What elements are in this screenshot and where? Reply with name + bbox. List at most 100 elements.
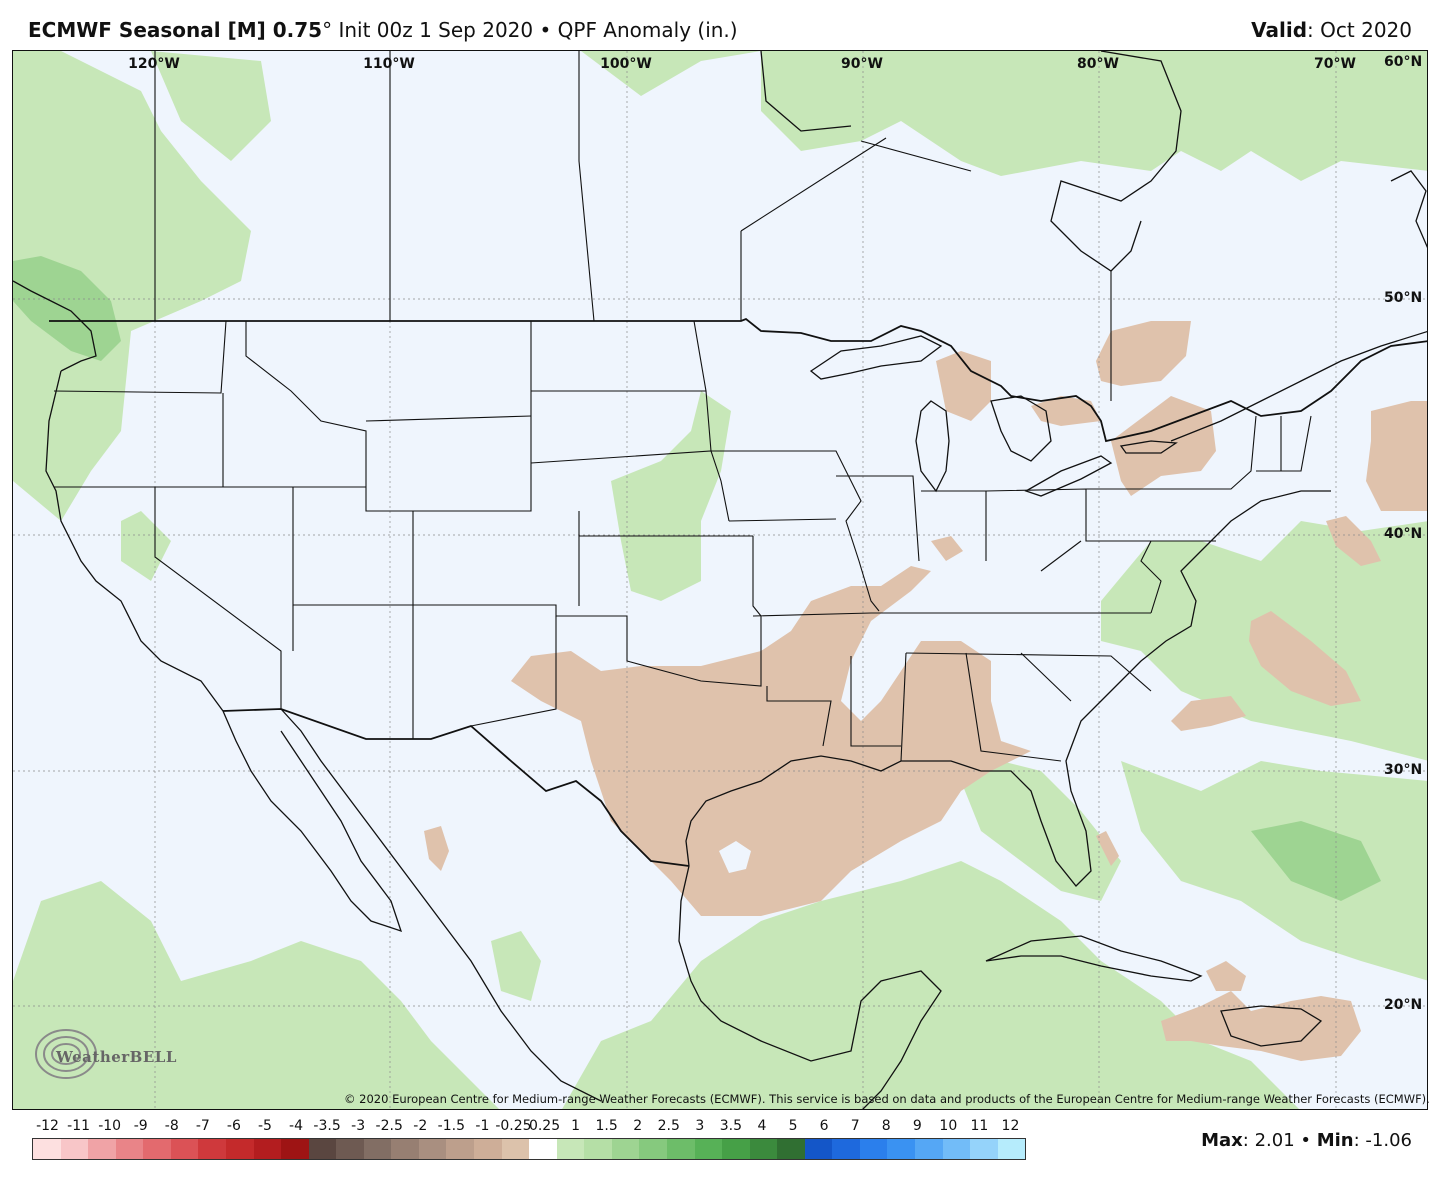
nevada-green: [121, 511, 171, 581]
colorbar-swatch: [749, 1139, 778, 1159]
colorbar-swatch: [942, 1139, 971, 1159]
west-coast: [45, 370, 224, 712]
degree-symbol: °: [322, 18, 333, 42]
colorbar-swatch: [115, 1139, 144, 1159]
colorbar-swatch: [281, 1139, 309, 1159]
colorbar-swatch: [308, 1139, 337, 1159]
florida-tan: [1096, 831, 1119, 866]
lon-label-90w: 90°W: [841, 56, 883, 72]
title-bullet: •: [539, 18, 552, 42]
colorbar-swatch: [363, 1139, 392, 1159]
lat-label-20n: 20°N: [1384, 997, 1423, 1013]
colorbar-swatch: [391, 1139, 419, 1159]
colorbar-tick-labels: -12 -11 -10 -9 -8 -7 -6 -5 -4 -3.5 -3 -2.5 -2 -1.5 -1-…: [32, 1118, 1026, 1136]
north-green-plume: [151, 51, 271, 161]
colorbar: [32, 1138, 1026, 1160]
lake-huron: [990, 395, 1052, 462]
colorbar-tick-label: -10: [98, 1118, 122, 1134]
ontario-tan: [1096, 321, 1191, 386]
colorbar-tick-label: 9: [912, 1118, 922, 1134]
cuba: [985, 935, 1203, 982]
gulf-south-green: [562, 861, 1299, 1109]
lat-label-60n: 60°N: [1384, 54, 1423, 70]
colorbar-swatch: [225, 1139, 254, 1159]
hispaniola-north-tan: [1206, 961, 1246, 991]
min-value: -1.06: [1365, 1130, 1412, 1151]
logo-text: WeatherBELL: [56, 1048, 177, 1066]
colorbar-swatch: [170, 1139, 199, 1159]
colorbar-tick-label: -1.5: [437, 1118, 466, 1134]
lat-label-50n: 50°N: [1384, 290, 1423, 306]
colorbar-swatch: [887, 1139, 915, 1159]
lon-label-80w: 80°W: [1077, 56, 1119, 72]
colorbar-tick-label: -11: [67, 1118, 91, 1134]
lake-ontario: [1119, 440, 1178, 454]
atlantic-tan-3: [1171, 696, 1246, 731]
colorbar-tick-label: 3: [695, 1118, 705, 1134]
colorbar-swatch: [970, 1139, 998, 1159]
init-time: Init 00z 1 Sep 2020: [338, 18, 534, 42]
great-lakes-tan: [936, 351, 991, 421]
southeast-coast-green: [961, 761, 1121, 901]
st-lawrence: [1170, 330, 1427, 442]
lake-superior: [809, 335, 943, 380]
colorbar-tick-label: 0.25: [528, 1118, 561, 1134]
gulf-hole-shape: [719, 841, 751, 873]
new-york-tan: [1111, 396, 1216, 496]
mexico-west-coast: [280, 708, 602, 1102]
canada-north-green: [581, 51, 1427, 181]
atlantic-green: [1121, 761, 1427, 981]
colorbar-swatch: [722, 1139, 750, 1159]
colorbar-tick-label: 12: [1001, 1118, 1020, 1134]
us-mexico-border: [222, 708, 690, 867]
colorbar-tick-label: 10: [939, 1118, 958, 1134]
colorbar-tick-label: 6: [819, 1118, 829, 1134]
colorbar-swatch: [474, 1139, 502, 1159]
colorbar-tick-label: -9: [133, 1118, 148, 1134]
us-canada-border: [49, 317, 1427, 443]
positive-anomaly-areas: [13, 51, 1427, 1109]
map-canvas: [13, 51, 1427, 1109]
colorbar-tick-label: -2: [413, 1118, 428, 1134]
max-label: Max: [1201, 1130, 1243, 1151]
southern-plains-tan: [511, 566, 1031, 916]
nw-coast-detail: [13, 280, 97, 372]
baja-coast: [222, 710, 403, 933]
map-title: ECMWF Seasonal [M] 0.75° Init 00z 1 Sep …: [28, 18, 738, 42]
gulf-hole: [719, 841, 751, 873]
plains-green: [611, 391, 731, 601]
colorbar-swatch: [60, 1139, 89, 1159]
valid-time: Valid: Oct 2020: [1251, 18, 1412, 42]
colorbar-tick-label: 3.5: [719, 1118, 743, 1134]
max-value: 2.01: [1254, 1130, 1295, 1151]
colorbar-tick-label: 8: [881, 1118, 891, 1134]
colorbar-tick-label: -3: [351, 1118, 366, 1134]
colorbar-swatch: [832, 1139, 860, 1159]
lake-huron-tan: [1031, 396, 1101, 426]
colorbar-swatch: [253, 1139, 282, 1159]
colorbar-swatch: [915, 1139, 943, 1159]
colorbar-tick-label: -5: [257, 1118, 272, 1134]
colorbar-swatch: [33, 1139, 61, 1159]
field-name: QPF Anomaly (in.): [557, 18, 738, 42]
colorbar-tick-label: -12: [36, 1118, 59, 1134]
southwest-mexico-green: [13, 881, 499, 1109]
labrador-coast: [1390, 170, 1427, 249]
atlantic-tan-1: [1326, 516, 1381, 566]
colorbar-swatch: [529, 1139, 557, 1159]
ohio-valley-tan: [931, 536, 963, 561]
colorbar-tick-label: -6: [226, 1118, 241, 1134]
colorbar-tick-label: -2.5: [375, 1118, 403, 1134]
colorbar-tick-label: -7: [195, 1118, 210, 1134]
mexico-tan: [424, 826, 449, 871]
colorbar-tick-label: 11: [970, 1118, 989, 1134]
hispaniola: [1220, 1005, 1323, 1047]
country-borders: [49, 317, 1427, 867]
atlantic-strong: [1251, 821, 1381, 901]
colorbar-swatch: [611, 1139, 640, 1159]
colorbar-tick-label: 2: [633, 1118, 643, 1134]
colorbar-swatch: [418, 1139, 447, 1159]
coastlines: [13, 51, 1427, 1109]
colorbar-swatch: [777, 1139, 805, 1159]
colorbar-tick-label: -8: [164, 1118, 179, 1134]
